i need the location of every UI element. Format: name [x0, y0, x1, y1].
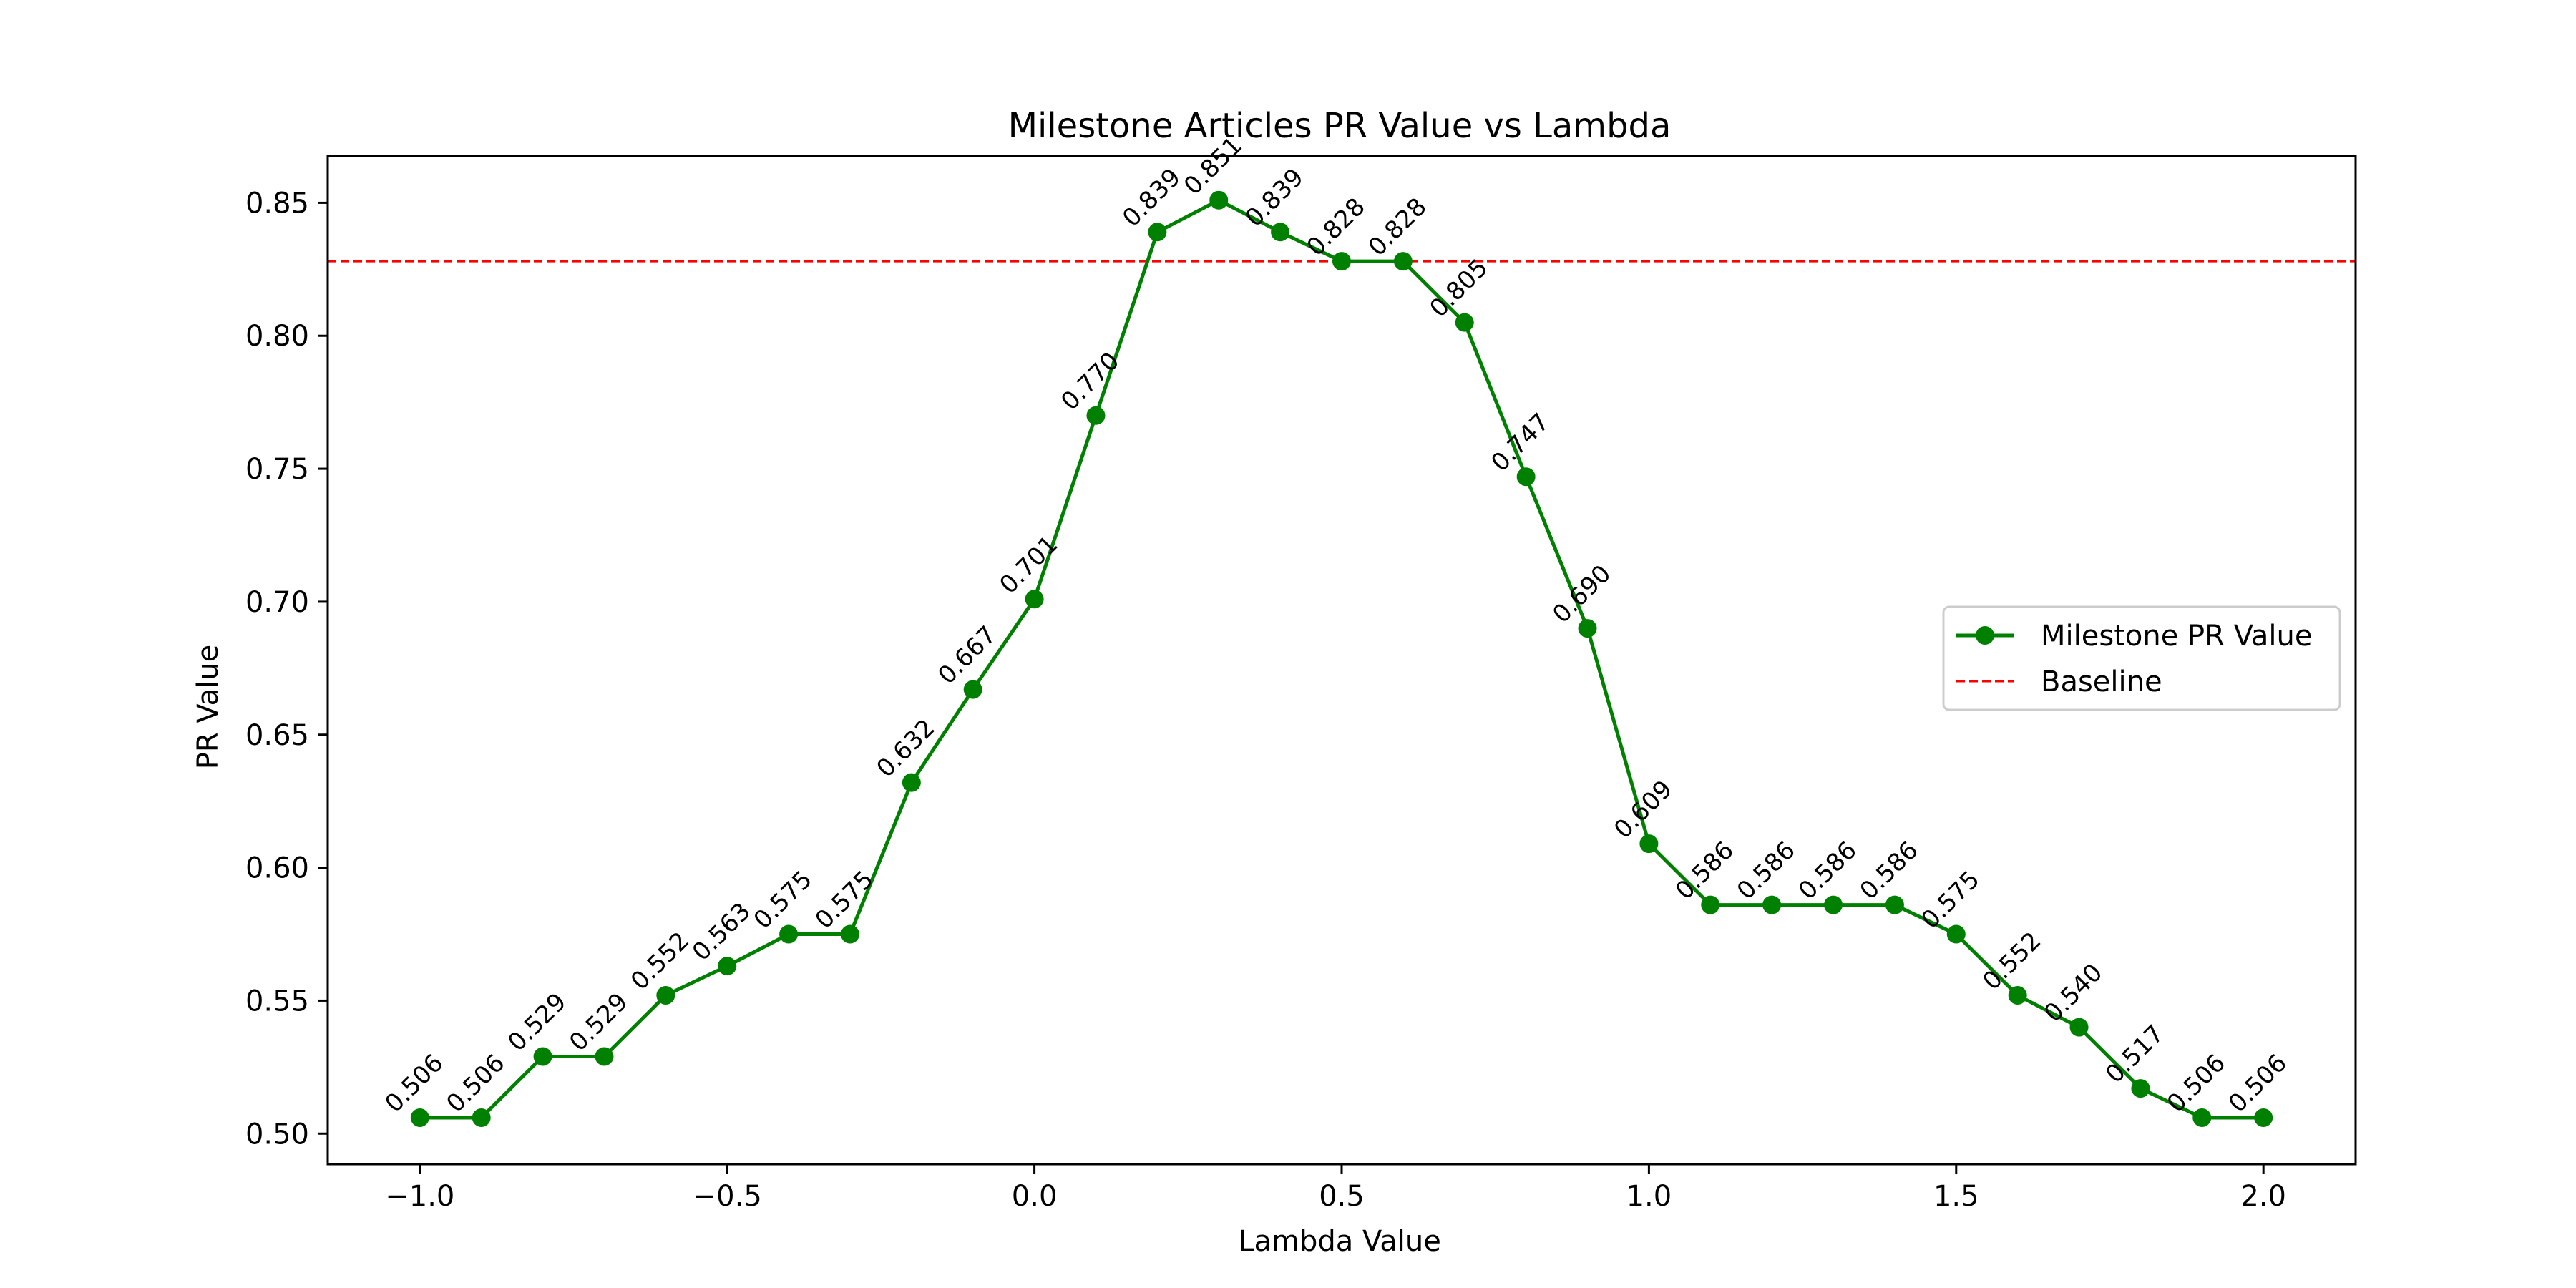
data-label: 0.586 [1793, 836, 1863, 905]
data-label: 0.632 [872, 713, 941, 783]
data-label: 0.575 [1916, 865, 1985, 935]
legend-baseline-name: Baseline [2041, 665, 2162, 698]
data-point [2192, 1108, 2212, 1127]
data-point [656, 985, 675, 1005]
data-point [472, 1108, 491, 1127]
data-label: 0.506 [2162, 1049, 2231, 1118]
data-point [1086, 406, 1106, 425]
y-tick-label: 0.70 [245, 586, 309, 619]
y-tick-label: 0.55 [245, 985, 309, 1018]
data-label: 0.667 [932, 620, 1002, 690]
y-tick-label: 0.65 [245, 719, 309, 752]
data-label: 0.506 [2223, 1049, 2293, 1118]
data-point [718, 957, 737, 976]
y-axis: 0.50 0.55 0.60 0.65 0.70 0.75 0.80 0.85 [245, 187, 328, 1151]
data-point [595, 1047, 614, 1066]
data-label: 0.517 [2100, 1020, 2170, 1089]
data-label: 0.586 [1670, 836, 1740, 905]
x-tick-label: 0.5 [1319, 1180, 1365, 1213]
data-label: 0.506 [441, 1049, 510, 1118]
data-label: 0.770 [1055, 346, 1125, 416]
data-point [779, 924, 799, 944]
data-point [1516, 467, 1536, 487]
y-tick-label: 0.75 [245, 453, 309, 486]
data-label: 0.839 [1240, 163, 1309, 233]
x-tick-label: 0.0 [1012, 1180, 1058, 1213]
data-point [1271, 223, 1290, 242]
data-point [1455, 313, 1474, 332]
chart-title: Milestone Articles PR Value vs Lambda [1008, 106, 1672, 146]
data-label: 0.529 [564, 987, 633, 1057]
data-label: 0.805 [1424, 253, 1493, 323]
data-label: 0.529 [502, 987, 572, 1057]
data-point [1578, 619, 1597, 638]
data-label: 0.575 [748, 865, 818, 935]
data-point [1946, 924, 1966, 944]
data-point [902, 773, 921, 792]
data-point [2254, 1108, 2273, 1127]
x-tick-label: −1.0 [385, 1180, 454, 1213]
data-point [410, 1108, 429, 1127]
data-point [1393, 252, 1413, 271]
data-label: 0.506 [379, 1049, 449, 1118]
data-point [1025, 590, 1044, 609]
legend-box [1942, 605, 2341, 711]
data-label: 0.575 [810, 865, 879, 935]
data-label: 0.828 [1302, 192, 1371, 262]
legend-series-name: Milestone PR Value [2041, 620, 2313, 653]
x-axis-label: Lambda Value [1238, 1225, 1441, 1258]
x-tick-label: 1.0 [1626, 1180, 1672, 1213]
data-point [2069, 1018, 2089, 1037]
data-label: 0.701 [994, 530, 1063, 600]
data-point [533, 1047, 552, 1066]
data-label: 0.552 [1977, 927, 2046, 996]
data-label: 0.828 [1363, 192, 1433, 262]
legend: Milestone PR Value Baseline [1942, 605, 2341, 711]
data-point [1701, 895, 1720, 914]
data-point [1332, 252, 1351, 271]
data-point [2131, 1079, 2150, 1098]
data-point [840, 924, 859, 944]
data-point [1639, 834, 1659, 854]
data-point [1148, 223, 1167, 242]
series-layer [410, 190, 2273, 1127]
data-label: 0.586 [1855, 836, 1924, 905]
data-point [1209, 190, 1229, 210]
y-axis-label: PR Value [192, 645, 225, 769]
x-axis: −1.0 −0.5 0.0 0.5 1.0 1.5 2.0 [385, 1164, 2286, 1213]
legend-series-marker [1976, 626, 1994, 645]
data-point [1824, 895, 1843, 914]
data-label: 0.540 [2039, 958, 2108, 1028]
y-tick-label: 0.60 [245, 852, 309, 885]
data-point [2008, 985, 2027, 1005]
x-tick-label: 1.5 [1933, 1180, 1979, 1213]
data-label: 0.586 [1732, 836, 1801, 905]
data-label: 0.609 [1609, 775, 1678, 844]
data-point [1885, 895, 1904, 914]
y-tick-label: 0.50 [245, 1118, 309, 1151]
y-tick-label: 0.85 [245, 187, 309, 220]
x-tick-label: −0.5 [693, 1180, 762, 1213]
y-tick-label: 0.80 [245, 320, 309, 353]
data-point [1762, 895, 1782, 914]
x-tick-label: 2.0 [2240, 1180, 2286, 1213]
data-point [963, 680, 982, 699]
